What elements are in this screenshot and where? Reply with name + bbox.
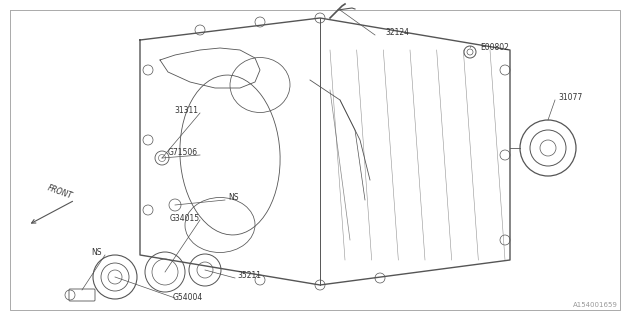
Text: G54004: G54004 xyxy=(173,292,204,301)
Text: 35211: 35211 xyxy=(237,270,261,279)
Text: G34015: G34015 xyxy=(170,213,200,222)
Text: G71506: G71506 xyxy=(168,148,198,156)
Text: A154001659: A154001659 xyxy=(573,302,618,308)
Text: 31311: 31311 xyxy=(174,106,198,115)
Text: FRONT: FRONT xyxy=(46,183,74,201)
Text: 32124: 32124 xyxy=(385,28,409,36)
Text: 31077: 31077 xyxy=(558,92,582,101)
Text: E00802: E00802 xyxy=(480,43,509,52)
Text: NS: NS xyxy=(228,193,239,202)
Text: NS: NS xyxy=(92,247,102,257)
